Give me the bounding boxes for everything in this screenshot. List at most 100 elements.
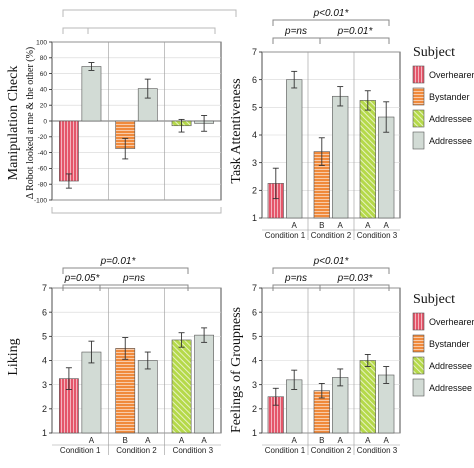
task-tick-label: 4 — [252, 130, 257, 140]
liking-p-left: p=0.05* — [64, 273, 101, 284]
legend-title: Subject — [413, 45, 455, 60]
legend-swatch-overhearer — [412, 312, 425, 331]
liking-bar-label: A — [89, 436, 95, 445]
task-bar-label: A — [292, 221, 298, 230]
manipulation-tick-label: 60 — [40, 71, 48, 78]
bracket-top-a — [62, 9, 237, 17]
legend-swatch-addressee — [412, 378, 425, 397]
task-tick-label: 1 — [252, 213, 257, 223]
liking-tick-label: 6 — [42, 307, 47, 317]
liking-bar-label: A — [179, 436, 185, 445]
liking-ylabel: Liking — [6, 338, 21, 375]
legend-label: Overhearer — [429, 317, 474, 327]
groupness-bar-label: A — [338, 436, 344, 445]
task-bracket-left — [272, 37, 321, 44]
manipulation-tick-label: 20 — [40, 102, 48, 109]
manipulation-ylabel2: Δ Robot looked at me & the other (%) — [25, 47, 36, 200]
groupness-bar-label: A — [384, 436, 390, 445]
task-tick-label: 5 — [252, 102, 257, 112]
legend-swatch-bystander — [412, 87, 425, 106]
task-tick-label: 2 — [252, 185, 257, 195]
liking-tick-label: 4 — [42, 356, 47, 366]
manipulation-bar-overhearer — [59, 120, 79, 182]
task-bar-addressee — [286, 79, 303, 219]
manipulation-plot: 100 80 60 40 20 0 -20 -40 -60 -80 -100 — [34, 39, 222, 204]
task-condition-label: Condition 1 — [265, 231, 306, 240]
task-bar-label: A — [384, 221, 390, 230]
groupness-tick-label: 3 — [252, 380, 257, 390]
liking-bar-label: B — [123, 436, 128, 445]
manipulation-tick-label: -20 — [38, 134, 48, 141]
groupness-ylabel: Feelings of Groupness — [229, 307, 244, 433]
groupness-annotations — [272, 267, 390, 291]
task-tick-label: 7 — [252, 47, 257, 57]
groupness-p-outer: p<0.01* — [313, 256, 350, 267]
groupness-bar-label: A — [365, 436, 371, 445]
panel-manipulation: Manipulation Check Δ Robot looked at me … — [6, 9, 237, 214]
task-condition-label: Condition 3 — [357, 231, 398, 240]
liking-tick-label: 1 — [42, 428, 47, 438]
task-bar-addressee — [332, 95, 349, 219]
liking-bracket-right — [99, 284, 189, 291]
manipulation-brackets — [51, 9, 237, 214]
manipulation-tick-label: 100 — [36, 39, 47, 46]
groupness-condition-label: Condition 3 — [357, 446, 398, 455]
groupness-bar-addressee_striped — [359, 360, 376, 434]
task-bracket-right — [319, 37, 390, 44]
manipulation-tick-label: -60 — [38, 166, 48, 173]
task-annotations — [272, 19, 390, 44]
groupness-tick-label: 2 — [252, 404, 257, 414]
legend-swatch-addressee — [412, 131, 425, 150]
task-bracket-outer — [272, 19, 390, 26]
task-bar-addressee_striped — [359, 100, 376, 219]
legend-top: Subject Overhearer Bystander Addressee Addre… — [412, 45, 474, 150]
liking-annotations — [62, 267, 189, 291]
task-condition-label: Condition 2 — [311, 231, 352, 240]
legend-swatch-bystander — [412, 334, 425, 353]
manipulation-tick-label: 40 — [40, 87, 48, 94]
groupness-bracket-right — [319, 284, 390, 291]
bracket-bottom — [51, 207, 222, 214]
task-ylabel: Task Attentiveness — [229, 78, 244, 183]
legend-label: Overhearer — [429, 70, 474, 80]
liking-condition-label: Condition 1 — [60, 446, 101, 455]
liking-bar-addressee — [81, 351, 102, 434]
legend-label: Addressee — [429, 136, 472, 146]
manipulation-ylabel: Manipulation Check — [6, 66, 21, 181]
task-tick-label: 3 — [252, 158, 257, 168]
groupness-p-right: p=0.03* — [337, 273, 374, 284]
groupness-tick-label: 4 — [252, 356, 257, 366]
manipulation-tick-label: -100 — [34, 197, 47, 204]
task-p-outer: p<0.01* — [313, 8, 350, 19]
legend-swatch-addressee_striped — [412, 109, 425, 128]
manipulation-tick-label: -80 — [38, 181, 48, 188]
liking-p-right: p=ns — [122, 273, 145, 284]
liking-tick-label: 5 — [42, 331, 47, 341]
task-bar-label: A — [338, 221, 344, 230]
liking-bar-bystander — [115, 348, 136, 434]
groupness-bar-label: B — [319, 436, 324, 445]
legend-swatch-overhearer — [412, 65, 425, 84]
liking-condition-label: Condition 2 — [116, 446, 157, 455]
task-p-right: p=0.01* — [337, 26, 374, 37]
groupness-condition-label: Condition 1 — [265, 446, 306, 455]
manipulation-tick-label: 0 — [43, 118, 47, 125]
groupness-p-left: p=ns — [284, 273, 307, 284]
groupness-bar-label: A — [292, 436, 298, 445]
groupness-tick-label: 1 — [252, 428, 257, 438]
groupness-bracket-outer — [272, 267, 390, 274]
legend-label: Bystander — [429, 92, 470, 102]
groupness-tick-label: 5 — [252, 331, 257, 341]
task-tick-label: 6 — [252, 75, 257, 85]
liking-bar-addressee — [194, 334, 214, 434]
liking-bar-addressee — [137, 360, 158, 434]
manipulation-bar-addressee — [81, 66, 102, 122]
legend-title: Subject — [413, 292, 455, 307]
legend-label: Addressee — [429, 383, 472, 393]
task-bar-label: B — [319, 221, 324, 230]
